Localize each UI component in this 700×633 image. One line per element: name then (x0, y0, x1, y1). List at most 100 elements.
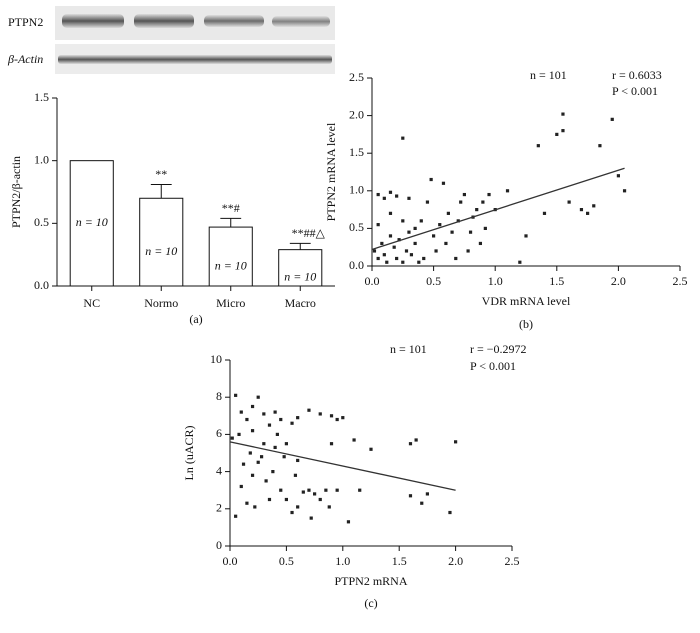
point (401, 219, 405, 223)
point (264, 479, 268, 483)
y-axis-label: Ln (uACR) (182, 426, 196, 481)
point (413, 241, 417, 246)
y-tick-label: 0.5 (349, 220, 364, 234)
point (296, 416, 300, 420)
bar (278, 249, 323, 287)
x-tick-label: 0.0 (223, 554, 238, 568)
point (309, 516, 313, 520)
point (481, 200, 485, 204)
point (438, 223, 442, 227)
point (388, 234, 393, 238)
point (284, 442, 288, 446)
point (327, 505, 331, 509)
point (542, 211, 547, 215)
point (422, 256, 426, 261)
y-tick-label: 0 (216, 538, 222, 552)
point (335, 488, 339, 492)
point (456, 219, 460, 223)
point (446, 211, 450, 215)
point (250, 429, 255, 433)
x-tick-label: 1.5 (392, 554, 407, 568)
point (248, 451, 252, 455)
point (567, 200, 571, 204)
x-tick-label: 2.0 (448, 554, 463, 568)
point (454, 256, 458, 261)
point (376, 256, 380, 261)
point (397, 238, 401, 242)
point (245, 501, 249, 505)
point (414, 438, 418, 442)
x-tick-label: 2.5 (505, 554, 520, 568)
point (279, 417, 283, 422)
point (401, 136, 405, 140)
point (395, 256, 399, 261)
point (250, 404, 255, 409)
point (256, 460, 260, 464)
point (408, 494, 413, 498)
bar-label: n = 10 (284, 270, 316, 284)
fit-line (229, 441, 456, 491)
point (434, 249, 438, 253)
x-tick-label: 0.5 (426, 274, 441, 288)
annotation: P < 0.001 (612, 84, 658, 98)
point (318, 497, 322, 502)
point (358, 488, 362, 492)
point (468, 230, 473, 234)
y-tick-label: 0.0 (349, 258, 364, 272)
point (610, 117, 614, 121)
x-tick-label: 0.5 (279, 554, 294, 568)
annotation: n = 101 (530, 68, 567, 82)
x-axis-label: PTPN2 mRNA (334, 574, 407, 588)
annotation: r = −0.2972 (470, 342, 527, 356)
point (262, 442, 266, 446)
significance-label: **# (222, 201, 240, 215)
point (407, 196, 411, 200)
point (267, 423, 272, 427)
annotation: r = 0.6033 (612, 68, 662, 82)
point (419, 219, 423, 223)
point (307, 408, 311, 412)
point (239, 410, 243, 414)
point (273, 410, 277, 414)
y-tick-label: 1.0 (34, 152, 49, 166)
point (459, 200, 463, 204)
x-tick-label: 1.5 (549, 274, 564, 288)
point (536, 144, 540, 148)
point (404, 249, 409, 253)
significance-label: ** (155, 167, 167, 181)
point (282, 455, 286, 459)
x-tick-label: 1.0 (488, 274, 503, 288)
point (271, 470, 275, 474)
caption: (c) (364, 596, 377, 610)
point (395, 194, 399, 198)
point (259, 455, 264, 459)
point (388, 190, 393, 194)
x-tick-label: 2.5 (673, 274, 688, 288)
point (376, 192, 380, 197)
blot-band (204, 15, 264, 27)
point (409, 253, 414, 257)
point (555, 132, 559, 136)
point (284, 497, 288, 502)
x-tick-label: 2.0 (611, 274, 626, 288)
point (324, 488, 328, 492)
point (561, 112, 565, 116)
point (369, 447, 373, 451)
y-axis-label: PTPN2/β-actin (9, 156, 23, 228)
y-axis-label: PTPN2 mRNA level (324, 122, 338, 221)
y-tick-label: 0.0 (34, 278, 49, 292)
point (372, 249, 377, 253)
point (279, 488, 283, 492)
point (262, 412, 266, 416)
point (448, 510, 452, 515)
point (478, 241, 483, 246)
point (561, 129, 565, 133)
x-tick-label: Normo (144, 296, 178, 310)
point (432, 234, 436, 238)
point (318, 412, 322, 416)
y-tick-label: 2.5 (349, 70, 364, 84)
point (239, 484, 243, 489)
y-tick-label: 8 (216, 389, 222, 403)
point (250, 473, 255, 477)
